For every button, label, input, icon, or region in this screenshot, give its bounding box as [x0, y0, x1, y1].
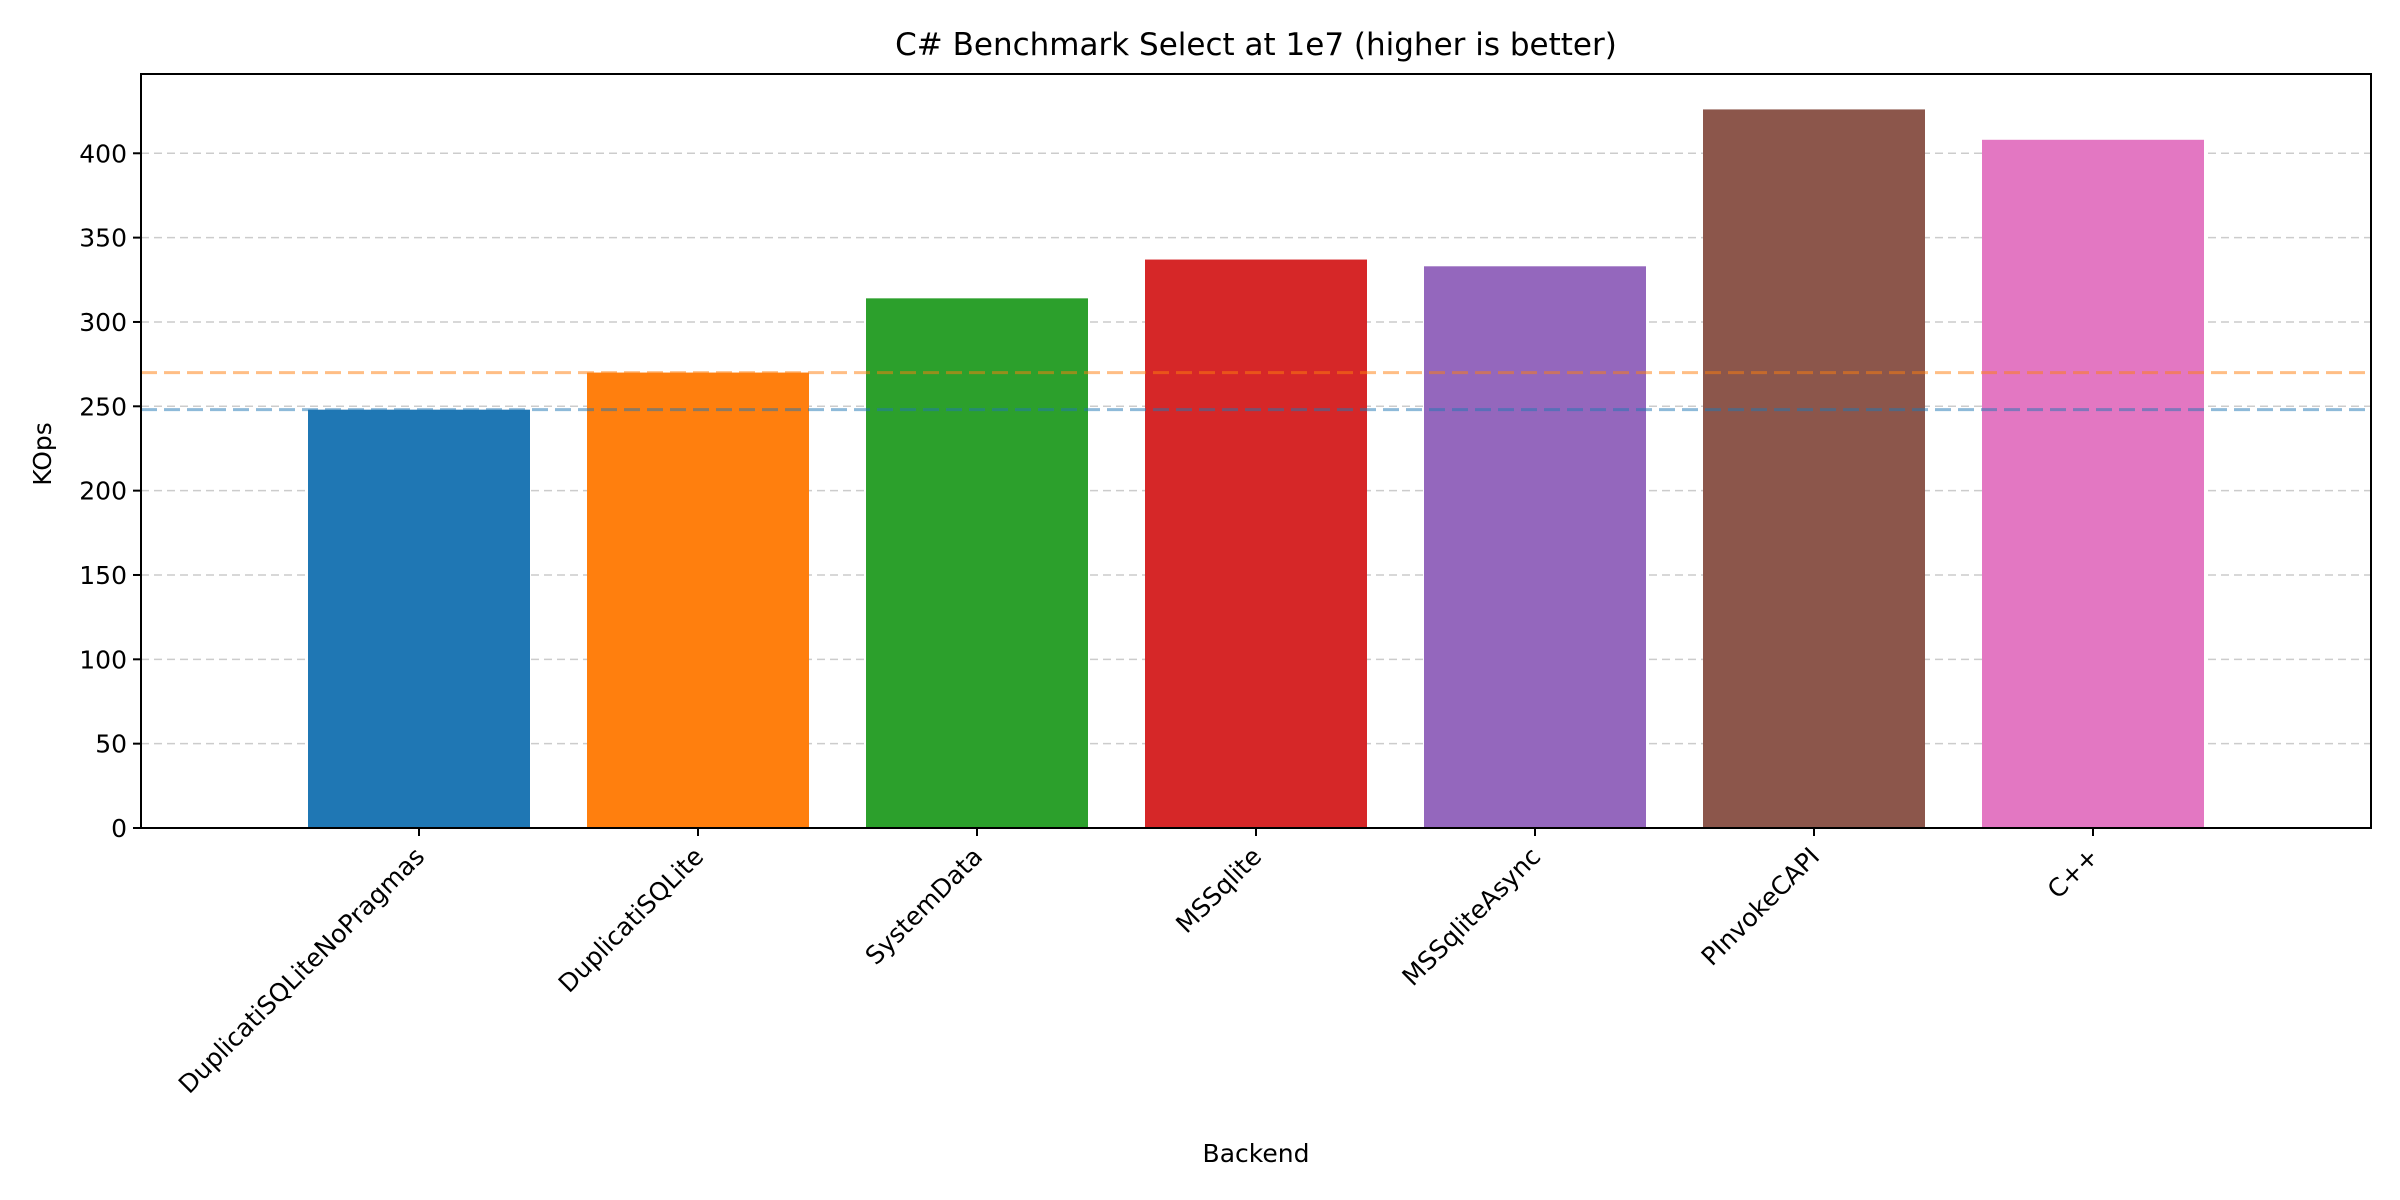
bar-c- — [1982, 139, 2204, 829]
x-axis-title: Backend — [1203, 1139, 1310, 1168]
bar-mssqliteasync — [1424, 266, 1646, 828]
y-tick-label: 350 — [79, 224, 127, 253]
bar-mssqlite — [1145, 259, 1367, 828]
chart-title: C# Benchmark Select at 1e7 (higher is be… — [895, 27, 1617, 63]
y-axis-title: KOps — [28, 422, 57, 486]
y-tick-label: 100 — [79, 645, 127, 674]
bar-systemdata — [866, 298, 1088, 829]
bars — [308, 109, 2204, 829]
reference-lines — [141, 371, 2371, 412]
y-tick-label: 300 — [79, 308, 127, 337]
bar-duplicatisqlitenopragmas — [308, 409, 530, 828]
bar-pinvokecapi — [1703, 109, 1925, 828]
y-tick-label: 0 — [111, 814, 127, 843]
y-tick-label: 250 — [79, 392, 127, 421]
y-tick-label: 200 — [79, 477, 127, 506]
bar-duplicatisqlite — [587, 372, 809, 828]
y-axis: 0 50 100 150 200 250 300 350 400 — [79, 139, 141, 843]
y-tick-label: 150 — [79, 561, 127, 590]
y-tick-label: 50 — [95, 730, 127, 759]
y-tick-label: 400 — [79, 139, 127, 168]
